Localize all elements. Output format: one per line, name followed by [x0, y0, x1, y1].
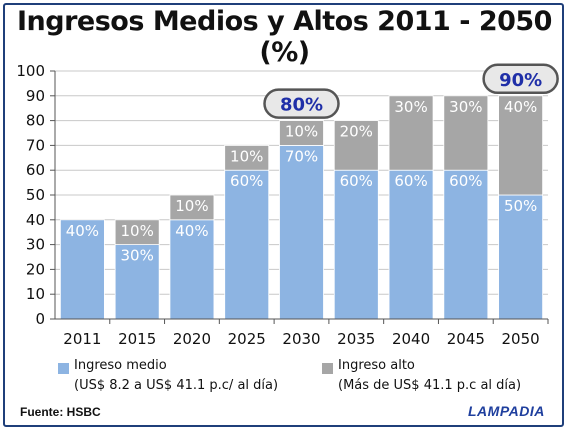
bar-ingreso-alto-2015 [114, 219, 160, 246]
bar-ingreso-medio-2020 [169, 219, 215, 320]
x-tick-label-2020: 2020 [173, 330, 211, 348]
bar-ingreso-medio-2015 [114, 244, 160, 320]
y-tick-label-20: 20 [26, 260, 45, 278]
bar-label-ingreso-medio-2020: 40% [175, 222, 208, 240]
bar-label-ingreso-alto-2030: 10% [285, 123, 318, 141]
x-tick-label-2015: 2015 [118, 330, 156, 348]
legend-label-ingreso-medio: Ingreso medio [74, 358, 167, 373]
source-note: Fuente: HSBC [20, 405, 101, 419]
y-tick-label-90: 90 [26, 87, 45, 105]
y-tick-label-30: 30 [26, 236, 45, 254]
bar-label-ingreso-medio-2035: 60% [340, 172, 373, 190]
x-tick-label-2011: 2011 [63, 330, 101, 348]
bar-label-ingreso-medio-2045: 60% [449, 172, 482, 190]
chart-title: Ingresos Medios y Altos 2011 - 2050 (%) [17, 6, 552, 68]
bar-ingreso-medio-2030 [279, 144, 324, 320]
bar-ingreso-medio-2045 [443, 169, 489, 320]
bar-label-ingreso-alto-2045: 30% [449, 98, 482, 116]
annotation-pill-2030 [263, 88, 340, 119]
bar-ingreso-medio-2040 [388, 169, 434, 320]
y-tick-label-60: 60 [26, 161, 45, 179]
bar-label-ingreso-alto-2040: 30% [394, 98, 427, 116]
x-tick-label-2035: 2035 [337, 330, 375, 348]
bar-ingreso-alto-2045 [443, 95, 489, 171]
bar-label-ingreso-alto-2035: 20% [340, 123, 373, 141]
bar-ingreso-alto-2020 [169, 194, 215, 221]
y-tick-label-0: 0 [35, 310, 45, 328]
x-axis-ticks: 2011 2015 2020 2025 2030 2035 2040 2045 2050 [63, 319, 549, 348]
y-tick-label-10: 10 [26, 285, 45, 303]
bar-ingreso-alto-2040 [388, 95, 434, 171]
annotation-pill-2050 [482, 63, 559, 95]
x-tick-label-2050: 2050 [502, 330, 540, 348]
bar-label-ingreso-medio-2030: 70% [285, 147, 318, 165]
y-tick-label-100: 100 [16, 62, 45, 80]
bar-label-ingreso-medio-2050: 50% [504, 197, 537, 215]
bar-label-ingreso-medio-2015: 30% [120, 247, 153, 265]
bar-ingreso-medio-2050 [498, 194, 544, 320]
bar-label-ingreso-medio-2025: 60% [230, 172, 263, 190]
bar-label-ingreso-medio-2040: 60% [394, 172, 427, 190]
bar-ingreso-alto-2050 [498, 95, 544, 196]
bar-ingreso-alto-2030 [279, 120, 324, 146]
y-tick-label-50: 50 [26, 186, 45, 204]
annotations: 80% 90% [263, 63, 559, 119]
x-tick-label-2030: 2030 [282, 330, 320, 348]
bar-ingreso-medio-2035 [333, 169, 379, 320]
legend-swatch-ingreso-medio [58, 363, 69, 374]
x-tick-label-2025: 2025 [228, 330, 266, 348]
annotation-label-2050: 90% [499, 70, 542, 91]
legend-swatch-ingreso-alto [322, 363, 333, 374]
y-tick-label-80: 80 [26, 112, 45, 130]
bar-ingreso-medio-2011 [59, 219, 105, 320]
x-tick-label-2040: 2040 [392, 330, 430, 348]
legend-label-ingreso-alto: Ingreso alto [338, 358, 415, 373]
bar-labels: 40% 30% 10% 40% 10% 60% 10% 70% 10% 60% 20% 60% 30% 6… [66, 98, 538, 265]
bar-ingreso-alto-2035 [333, 120, 379, 171]
bar-label-ingreso-medio-2011: 40% [66, 222, 99, 240]
bar-label-ingreso-alto-2025: 10% [230, 147, 263, 165]
legend-subtitle-ingreso-alto: (Más de US$ 41.1 p.c al día) [338, 378, 522, 393]
y-tick-label-40: 40 [26, 211, 45, 229]
y-axis-ticks: 0 10 20 30 40 50 60 70 80 90 100 [16, 62, 55, 328]
bar-label-ingreso-alto-2020: 10% [175, 197, 208, 215]
annotation-label-2030: 80% [280, 95, 323, 116]
brand-logo: LAMPADIA [468, 403, 545, 419]
bar-ingreso-alto-2025 [224, 144, 270, 171]
bar-label-ingreso-alto-2015: 10% [120, 222, 153, 240]
legend-subtitle-ingreso-medio: (US$ 8.2 a US$ 41.1 p.c/ al día) [74, 378, 279, 393]
y-tick-label-70: 70 [26, 136, 45, 154]
bar-label-ingreso-alto-2050: 40% [504, 98, 537, 116]
bar-ingreso-medio-2025 [224, 169, 270, 320]
bars [59, 95, 544, 320]
x-tick-label-2045: 2045 [447, 330, 485, 348]
